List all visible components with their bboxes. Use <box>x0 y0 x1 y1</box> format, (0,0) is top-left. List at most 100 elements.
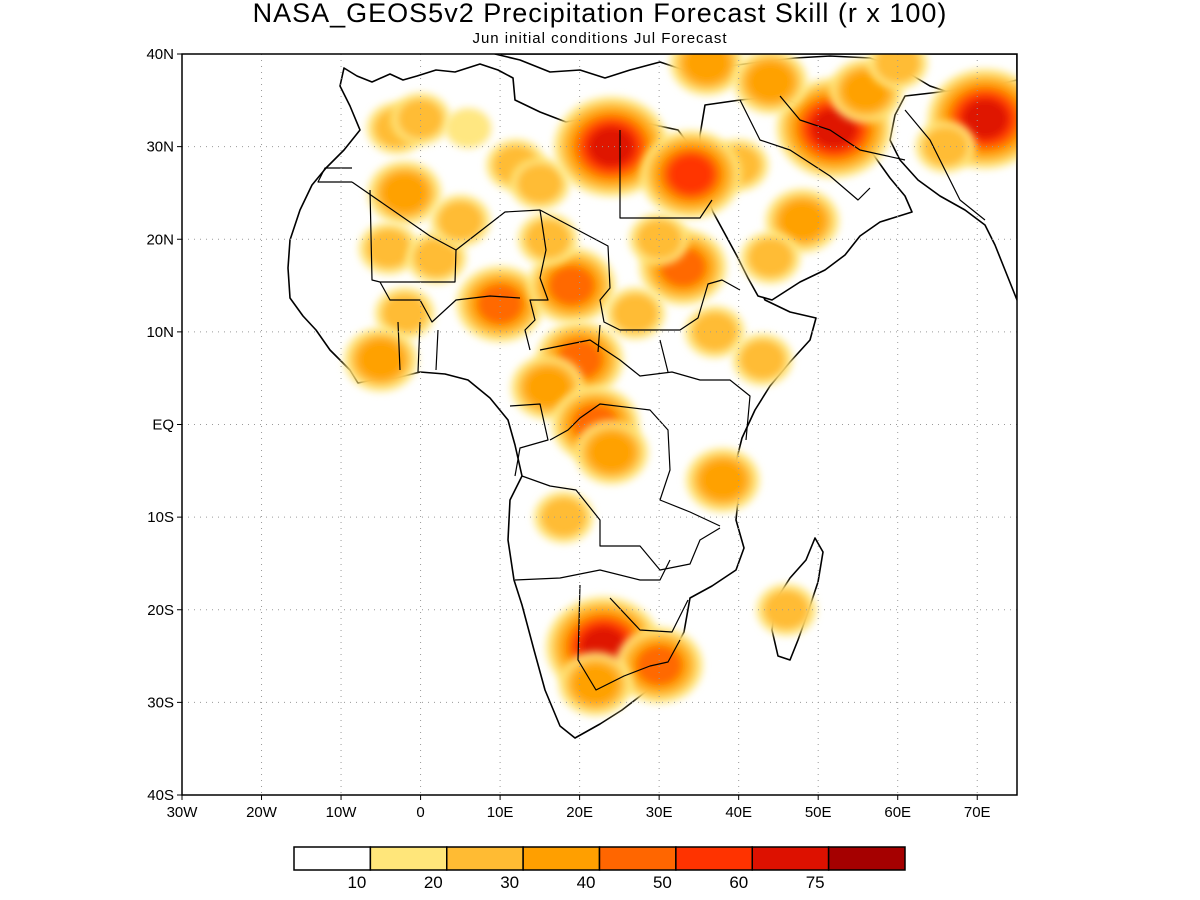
x-tick-label: 30W <box>167 804 199 821</box>
skill-region-9 <box>509 157 570 210</box>
colorbar-label: 30 <box>500 873 519 892</box>
colorbar-bin-2 <box>446 846 524 871</box>
x-tick-label: 0 <box>416 804 424 821</box>
y-tick-label: 40S <box>147 787 174 804</box>
skill-region-7 <box>445 108 492 149</box>
x-tick-label: 20W <box>246 804 278 821</box>
skill-contour <box>683 54 730 84</box>
skill-region-40 <box>733 54 808 114</box>
skill-region-10 <box>430 194 491 247</box>
skill-contour <box>612 293 659 334</box>
y-tick-label: 30N <box>146 139 174 156</box>
skill-contour <box>747 237 794 278</box>
skill-region-24 <box>533 491 594 544</box>
colorbar-label: 75 <box>806 873 825 892</box>
x-tick-label: 10W <box>326 804 358 821</box>
country-borders <box>317 95 986 691</box>
skill-contour <box>922 126 969 167</box>
skill-region-33 <box>915 120 976 173</box>
skill-contour <box>691 311 738 352</box>
y-tick-label: 10N <box>146 324 174 341</box>
skill-contour <box>763 589 810 630</box>
map-frame <box>181 53 1018 796</box>
skill-contour <box>747 61 794 102</box>
skill-contour <box>540 497 587 538</box>
y-tick-label: EQ <box>152 417 174 434</box>
map-panel <box>182 54 1017 795</box>
skill-contour <box>524 367 571 408</box>
colorbar-label: 50 <box>653 873 672 892</box>
map-subtitle: Jun initial conditions Jul Forecast <box>472 30 727 47</box>
skill-contour <box>548 265 595 306</box>
skill-region-2 <box>358 222 419 275</box>
skill-region-37 <box>553 96 669 197</box>
skill-region-26 <box>615 627 703 704</box>
skill-region-27 <box>558 651 633 716</box>
skill-contour <box>524 219 571 260</box>
x-tick-label: 70E <box>964 804 991 821</box>
skill-region-5 <box>344 327 418 392</box>
y-tick-label: 20S <box>147 602 174 619</box>
skill-region-30 <box>829 59 903 124</box>
colorbar-label: 60 <box>729 873 748 892</box>
colorbar-label: 20 <box>424 873 443 892</box>
skill-region-17 <box>684 305 745 358</box>
skill-region-31 <box>867 54 928 90</box>
y-tick-label: 10S <box>147 509 174 526</box>
skill-contour <box>477 284 524 325</box>
colorbar-label: 40 <box>577 873 596 892</box>
y-tick-label: 30S <box>147 694 174 711</box>
skill-contour <box>667 154 714 195</box>
skill-contour <box>874 54 921 84</box>
x-tick-label: 60E <box>884 804 911 821</box>
skill-contour <box>437 200 484 241</box>
skill-region-16 <box>605 287 666 340</box>
x-tick-label: 40E <box>725 804 752 821</box>
skill-contour <box>381 293 428 334</box>
skill-contour <box>636 219 683 260</box>
skill-region-6 <box>390 92 451 145</box>
skill-region-15 <box>629 213 690 266</box>
skill-contour <box>572 663 619 704</box>
x-tick-label: 20E <box>566 804 593 821</box>
colorbar-bin-5 <box>675 846 753 871</box>
skill-contour <box>739 339 786 380</box>
y-tick-label: 40N <box>146 46 174 63</box>
skill-contour <box>397 98 444 139</box>
skill-contour <box>381 172 428 213</box>
skill-contour <box>413 237 460 278</box>
skill-contour <box>357 339 404 380</box>
skill-contour <box>811 108 858 149</box>
colorbar-bin-4 <box>598 846 677 871</box>
colorbar-bin-6 <box>751 846 830 871</box>
map-title: NASA_GEOS5v2 Precipitation Forecast Skil… <box>253 0 948 28</box>
skill-contour <box>365 228 412 269</box>
x-axis-ticks: 30W 20W 10W 0 10E 20E 30E 40E 50E 60E 70E <box>167 795 991 821</box>
colorbar-bin-0 <box>293 846 372 871</box>
skill-contour <box>779 200 826 241</box>
skill-region-1 <box>367 160 442 225</box>
y-tick-label: 20N <box>146 231 174 248</box>
skill-region-11 <box>456 266 544 343</box>
colorbar-label: 10 <box>347 873 366 892</box>
x-tick-label: 50E <box>805 804 832 821</box>
colorbar-bin-3 <box>522 846 601 871</box>
x-tick-label: 10E <box>487 804 514 821</box>
skill-region-28 <box>756 583 817 636</box>
y-axis-ticks: 40N 30N 20N 10N EQ 10S 20S 30S 40S <box>146 46 182 804</box>
skill-contour <box>962 98 1009 139</box>
skill-region-12 <box>527 247 616 324</box>
skill-contour <box>588 126 635 167</box>
skill-contour <box>699 460 746 501</box>
skill-contour <box>588 432 635 473</box>
skill-contour <box>445 108 492 149</box>
skill-region-21 <box>574 420 649 485</box>
skill-region-38 <box>640 130 742 219</box>
skill-region-35 <box>740 231 801 284</box>
colorbar: 10 20 30 40 50 60 75 <box>293 846 906 892</box>
colorbar-bin-7 <box>827 846 906 871</box>
colorbar-bin-1 <box>369 846 448 871</box>
skill-contour <box>516 163 563 204</box>
skill-region-39 <box>670 54 744 96</box>
